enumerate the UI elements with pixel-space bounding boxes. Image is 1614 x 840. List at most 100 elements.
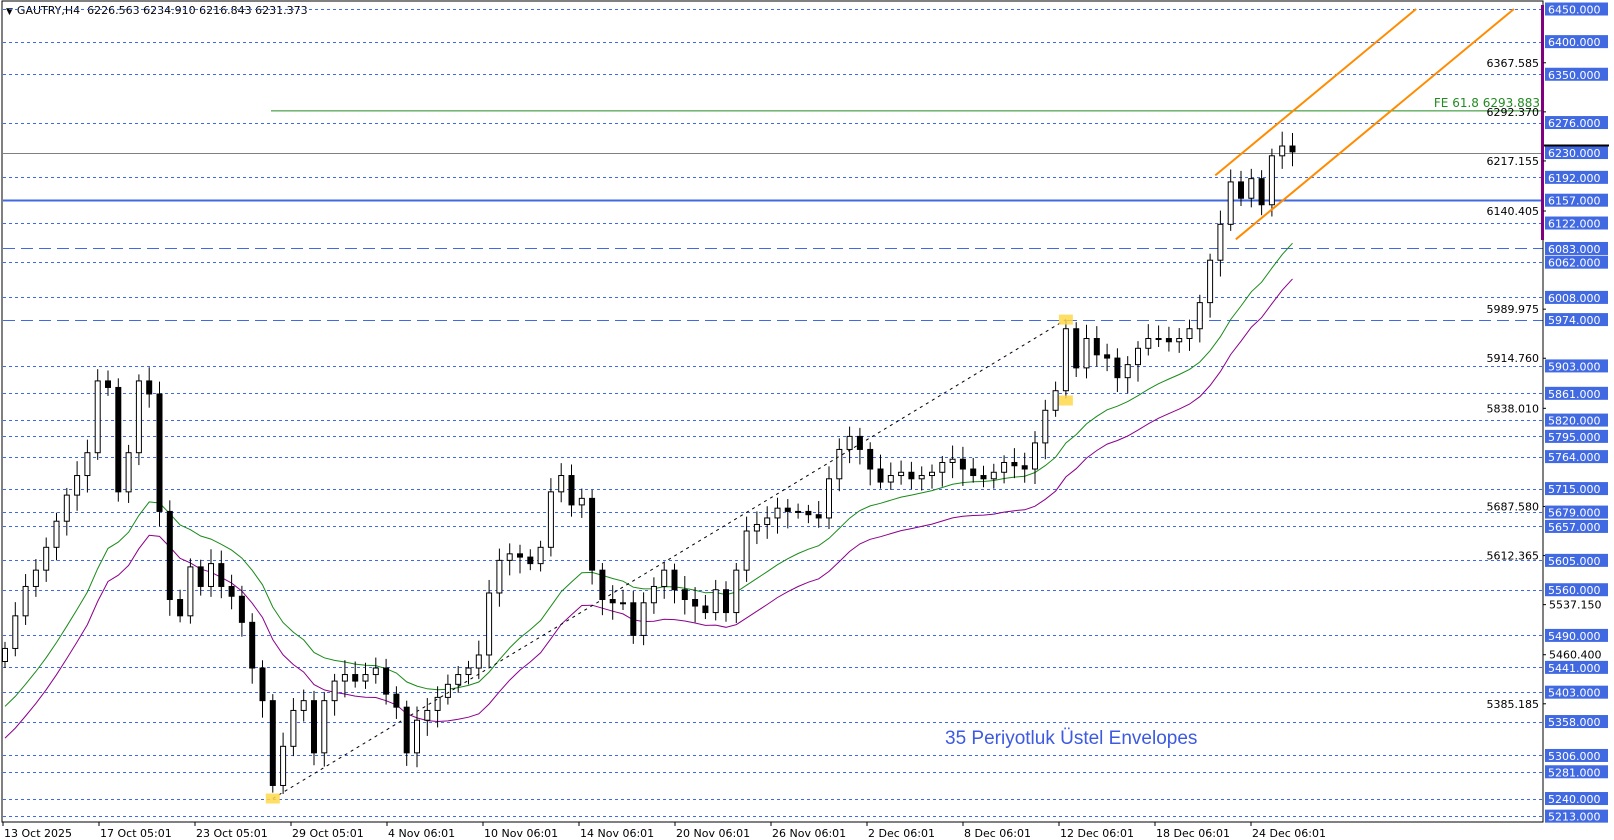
candle-bull	[372, 667, 379, 676]
candle-bear	[589, 497, 596, 571]
candle-bull	[558, 475, 565, 493]
candle-bull	[1207, 259, 1214, 304]
time-tick-label: 10 Nov 06:01	[484, 827, 558, 840]
envelope-upper-line	[4, 242, 1293, 707]
candle-bear	[228, 585, 235, 597]
candle-bull	[1135, 347, 1141, 366]
price-tick-label: 5838.010	[1487, 402, 1540, 415]
candle-bear	[383, 667, 390, 695]
candle-bull	[1186, 328, 1193, 340]
candle-bear	[970, 468, 977, 477]
price-label-box	[1545, 505, 1608, 519]
candle-bear	[115, 386, 122, 493]
candle-bear	[784, 507, 791, 512]
price-label: 5281.000	[1548, 766, 1601, 779]
candle-bear	[311, 700, 317, 754]
candle-bear	[980, 475, 987, 480]
candle-bear	[218, 563, 225, 587]
fibo-label: FE 61.8 6293.883	[1434, 96, 1540, 110]
price-label: 5764.000	[1548, 451, 1601, 464]
ohlc-values: 6226.563 6234.910 6216.843 6231.373	[87, 4, 308, 17]
time-tick-label: 17 Oct 05:01	[100, 827, 172, 840]
candle-bear	[249, 621, 256, 669]
candle-bull	[1155, 338, 1162, 341]
candle-bear	[517, 553, 523, 558]
candle-bear	[867, 448, 874, 470]
price-label-box	[1545, 792, 1608, 806]
price-label: 5560.000	[1548, 584, 1601, 597]
candle-bear	[238, 595, 245, 623]
candle-bear	[156, 393, 163, 512]
price-label: 6083.000	[1548, 243, 1601, 256]
candle-bull	[640, 602, 647, 636]
price-label-box	[1545, 628, 1608, 642]
price-label: 6062.000	[1548, 257, 1601, 270]
time-tick-label: 13 Oct 2025	[4, 827, 72, 840]
price-tick-label: 5537.150	[1549, 599, 1602, 612]
price-label-box	[1545, 809, 1608, 823]
time-tick-label: 12 Dec 06:01	[1060, 827, 1134, 840]
price-label: 5657.000	[1548, 521, 1601, 534]
candle-bull	[94, 380, 101, 454]
price-label-box	[1545, 450, 1608, 464]
indicator-label: 35 Periyotluk Üstel Envelopes	[945, 728, 1198, 749]
triangle-down-icon[interactable]: ▼	[6, 7, 13, 17]
channel-lower-line	[1235, 8, 1515, 241]
price-label-box	[1545, 255, 1608, 269]
price-tick-label: 6140.405	[1487, 205, 1540, 218]
price-label-box	[1545, 765, 1608, 779]
price-label: 5795.000	[1548, 431, 1601, 444]
candle-bear	[197, 566, 204, 587]
time-tick-label: 4 Nov 06:01	[388, 827, 455, 840]
candle-bull	[537, 546, 544, 565]
price-label-box	[1545, 313, 1608, 327]
price-label-box	[1545, 290, 1608, 304]
candle-bull	[1032, 442, 1038, 470]
price-label-box	[1545, 482, 1608, 496]
candle-bull	[208, 563, 214, 587]
candle-bear	[805, 510, 812, 516]
candle-bull	[496, 559, 503, 594]
plot-frame	[1, 0, 1544, 823]
candle-bull	[1124, 364, 1131, 379]
candle-bull	[434, 696, 441, 711]
candle-bull	[918, 475, 925, 480]
candle-bull	[547, 491, 554, 548]
candle-bear	[269, 700, 276, 786]
candle-bear	[568, 475, 575, 506]
axis-range-marker	[1541, 5, 1544, 240]
price-tick-label: 6217.155	[1487, 155, 1540, 168]
candle-bull	[1279, 145, 1286, 157]
candle-bear	[393, 693, 400, 708]
candle-bear	[1011, 461, 1018, 467]
candle-bull	[753, 523, 760, 532]
candle-bull	[32, 569, 39, 587]
price-tick-label: 5914.760	[1487, 352, 1540, 365]
price-label: 5605.000	[1548, 555, 1601, 568]
time-tick-label: 8 Dec 06:01	[964, 827, 1031, 840]
candle-bull	[887, 475, 894, 483]
candle-bull	[949, 458, 956, 463]
candle-bull	[898, 471, 905, 477]
candle-bull	[743, 530, 750, 571]
price-label-box	[1545, 660, 1608, 674]
candle-bull	[486, 592, 493, 656]
candle-bull	[125, 452, 132, 493]
candle-bull	[1145, 338, 1152, 349]
candle-bull	[280, 745, 287, 786]
candle-bear	[671, 569, 678, 591]
candle-bear	[877, 468, 884, 483]
candle-bull	[414, 719, 420, 754]
horizontal-levels	[3, 9, 1543, 817]
candle-bull	[836, 448, 843, 480]
candles	[2, 131, 1296, 794]
price-label: 6400.000	[1548, 36, 1601, 49]
point-marker	[1058, 395, 1073, 406]
price-label-box	[1545, 146, 1608, 160]
candle-bear	[352, 674, 359, 682]
candle-bull	[1062, 328, 1069, 392]
candle-bear	[692, 599, 699, 607]
candle-bull	[620, 602, 626, 605]
candle-bull	[1083, 338, 1090, 369]
